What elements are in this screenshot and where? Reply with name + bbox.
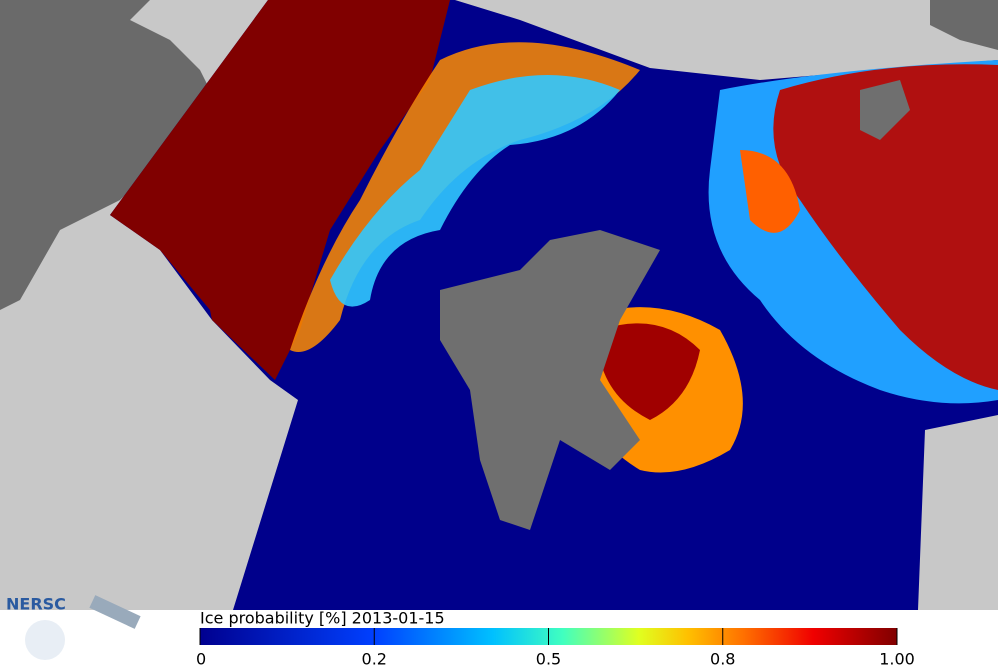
land-east [860,80,910,140]
logo: NERSC [6,595,141,660]
ice-core-south [600,323,700,420]
colorbar: Ice probability [%] 2013-01-15 0 0.2 0.5 0.… [196,609,915,669]
land-svalbard [440,230,660,530]
logo-bear [25,620,65,660]
logo-text: NERSC [6,595,66,614]
colorbar-title: Ice probability [%] 2013-01-15 [200,609,445,628]
colorbar-tick-label: 1.00 [879,650,915,669]
land-franz-josef [930,0,998,50]
ice-margin-west [330,75,620,307]
ice-patch-east [740,150,800,233]
ice-region-west [110,0,450,380]
colorbar-tick-label: 0 [196,650,206,669]
colorbar-tick-label: 0.5 [536,650,561,669]
colorbar-tick-label: 0.2 [362,650,387,669]
ice-core-east [773,64,998,391]
logo-satellite [89,595,141,629]
land-greenland [0,0,215,310]
map [0,0,998,610]
colorbar-tick-label: 0.8 [710,650,735,669]
